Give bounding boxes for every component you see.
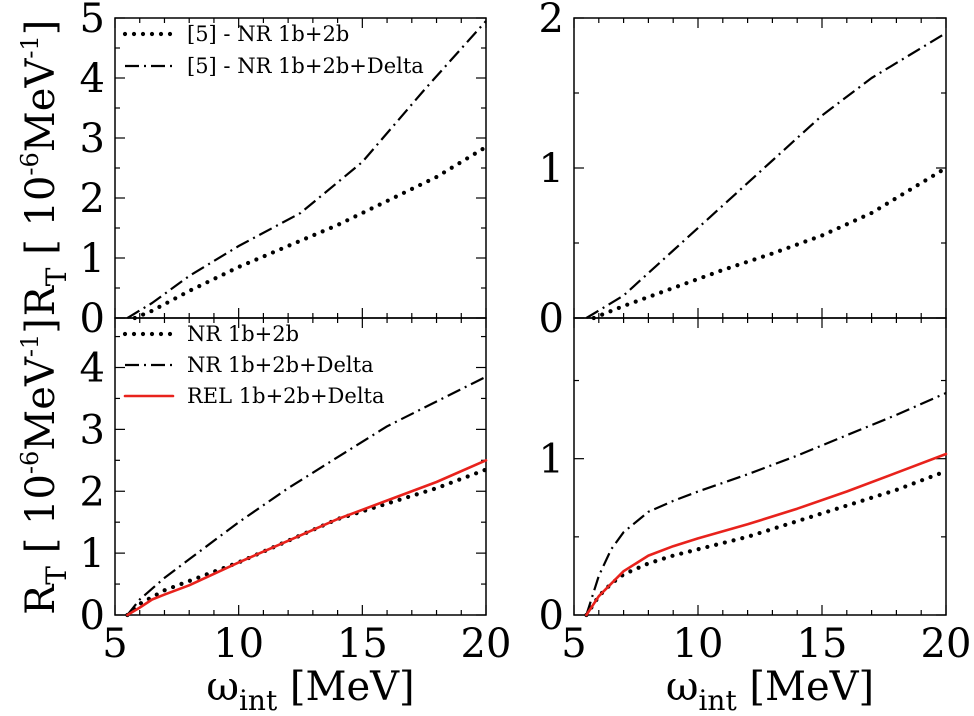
y-axis-title-part: ] — [18, 318, 64, 334]
y-axis-title-part: -6 — [16, 451, 44, 474]
y-tick-label: 3 — [80, 407, 105, 453]
legend-label: [5] - NR 1b+2b — [187, 22, 349, 46]
x-tick-label: 5 — [561, 621, 586, 667]
panel-top-left: 0 1 2 3 4 5 [5] - NR 1b+2b [5] - NR 1b+2b+Delta… — [16, 0, 489, 342]
y-axis-title-part: ] — [18, 20, 64, 36]
y-axis-title-part: R — [18, 284, 64, 316]
x-tick-label: 15 — [797, 621, 848, 667]
y-axis-title-part: -6 — [16, 152, 44, 175]
x-tick-label: 10 — [673, 621, 724, 667]
y-tick-label: 0 — [539, 296, 564, 342]
panel-top-right: 0 1 2 — [539, 0, 949, 342]
series-line — [585, 32, 947, 319]
x-axis-title-part: [MeV] — [737, 664, 874, 710]
legend-label: NR 1b+2b+Delta — [187, 353, 374, 377]
x-tick-label: 15 — [337, 621, 388, 667]
y-tick-label: 0 — [539, 593, 564, 639]
y-tick-label: 2 — [80, 176, 105, 222]
x-axis-title: ωint [MeV] — [666, 664, 874, 716]
y-tick-label: 1 — [80, 531, 105, 577]
y-axis-title-part: R — [18, 583, 64, 615]
y-axis-title-part: T — [40, 267, 73, 286]
series-line — [125, 467, 489, 618]
x-axis-title-part: int — [698, 684, 737, 716]
panel-bottom-left: 5 10 15 20 0 1 2 3 4 NR 1b+2b NR 1b+2b+Delta REL 1b… — [16, 317, 512, 716]
y-axis-title-part: -1 — [16, 334, 44, 357]
y-axis-title: RT [ 10-6MeV-1] — [16, 20, 73, 317]
x-tick-label: 5 — [102, 621, 127, 667]
y-tick-label: 5 — [80, 0, 105, 42]
panel-bottom-right: 5 10 15 20 0 1 ωint [MeV] — [539, 317, 972, 716]
y-tick-label: 2 — [539, 0, 564, 42]
x-axis-title-part: int — [239, 684, 278, 716]
y-tick-label: 3 — [80, 116, 105, 162]
legend-label: REL 1b+2b+Delta — [187, 384, 385, 408]
y-axis-title-part: -1 — [16, 35, 44, 58]
x-axis-title-part: ω — [666, 664, 699, 710]
y-tick-label: 4 — [80, 56, 105, 102]
y-tick-label: 1 — [80, 236, 105, 282]
x-axis-title-part: ω — [206, 664, 239, 710]
y-tick-label: 4 — [80, 346, 105, 392]
y-tick-label: 0 — [80, 593, 105, 639]
legend-label: [5] - NR 1b+2b+Delta — [187, 54, 424, 78]
series-line — [126, 375, 487, 616]
series-line — [584, 469, 949, 618]
x-tick-label: 10 — [213, 621, 264, 667]
series-line — [132, 144, 489, 321]
y-axis-title: RT [ 10-6MeV-1] — [16, 318, 73, 615]
y-tick-label: 1 — [539, 437, 564, 483]
x-axis-title: ωint [MeV] — [206, 664, 414, 716]
y-axis-title-part: [ 10 — [18, 474, 64, 566]
plot-frame — [573, 17, 947, 319]
series-line — [585, 391, 947, 616]
plot-frame — [114, 317, 487, 616]
y-axis-title-part: [ 10 — [18, 176, 64, 268]
y-axis-title-part: MeV — [18, 58, 64, 153]
series-line — [585, 452, 948, 617]
series-line — [591, 165, 949, 321]
y-tick-label: 1 — [539, 146, 564, 192]
y-tick-label: 2 — [80, 469, 105, 515]
x-tick-label: 20 — [921, 621, 972, 667]
x-tick-label: 20 — [461, 621, 512, 667]
y-axis-title-part: T — [40, 566, 73, 585]
x-axis-title-part: [MeV] — [277, 664, 414, 710]
series-line — [126, 20, 487, 319]
legend-label: NR 1b+2b — [187, 322, 299, 346]
y-axis-title-part: MeV — [18, 356, 64, 451]
plot-frame — [573, 317, 947, 616]
series-line — [126, 458, 488, 617]
y-tick-label: 0 — [80, 296, 105, 342]
